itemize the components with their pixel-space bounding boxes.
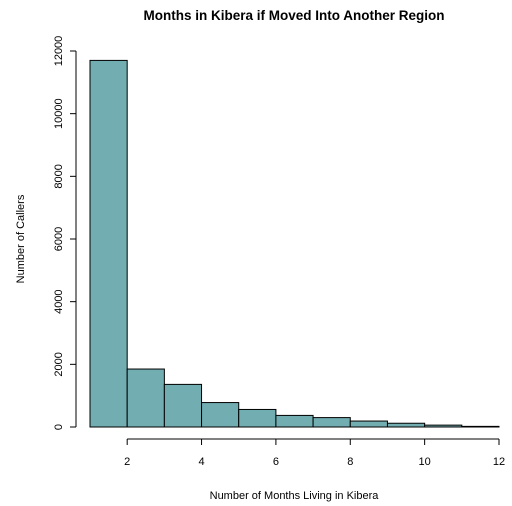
y-tick-label: 12000 [53,36,65,67]
y-axis: 0 2000 4000 6000 8000 10000 12000 [53,36,77,430]
histogram-bar [163,383,203,428]
y-tick-label: 10000 [53,98,65,129]
histogram-bar [275,414,314,428]
histogram-bar [349,420,388,428]
y-tick-label: 0 [53,424,65,430]
histogram-bar [461,425,500,428]
x-tick-label: 10 [419,456,431,468]
chart-title: Months in Kibera if Moved Into Another R… [144,8,445,23]
y-tick-label: 8000 [53,164,65,188]
y-axis-label: Number of Callers [15,194,27,283]
x-axis: 2 4 6 8 10 12 [124,438,505,468]
histogram-bar [201,402,240,428]
histogram-bar [386,422,426,428]
histogram-bar [312,417,351,428]
histogram-bar [238,408,277,428]
x-tick-label: 6 [273,456,279,468]
y-tick-label: 2000 [53,352,65,376]
x-axis-label: Number of Months Living in Kibera [210,490,380,502]
x-tick-label: 4 [198,456,204,468]
x-tick-label: 8 [347,456,353,468]
x-tick-label: 2 [124,456,130,468]
x-tick-label: 12 [493,456,505,468]
histogram-bar [424,424,463,428]
y-tick-label: 6000 [53,227,65,251]
y-tick-label: 4000 [53,289,65,313]
histogram-bar [89,59,128,428]
bars-group [89,59,500,428]
histogram-bar [126,368,165,428]
